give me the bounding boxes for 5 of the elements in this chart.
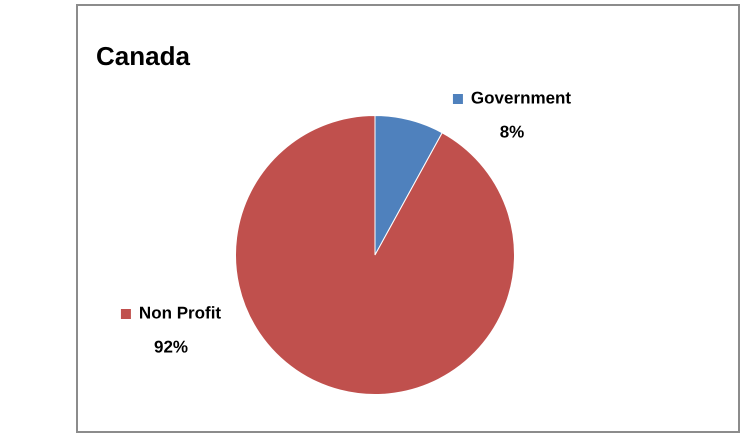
- data-label: 8%: [500, 122, 524, 142]
- data-label: 92%: [154, 338, 188, 357]
- legend-label: Non Profit: [138, 304, 222, 323]
- legend-label: Government: [470, 88, 572, 108]
- chart-title: Canada: [96, 41, 190, 72]
